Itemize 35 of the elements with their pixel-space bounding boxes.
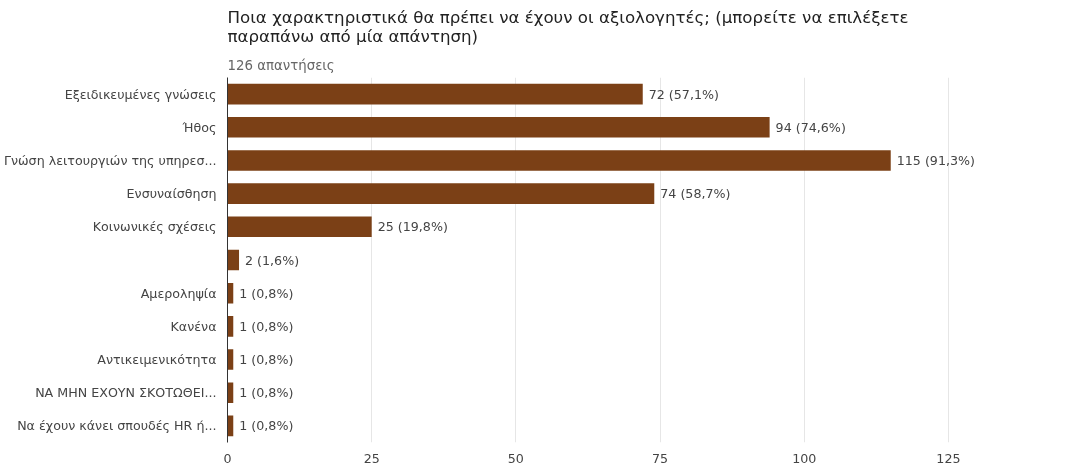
- y-tick-label: Εξειδικευμένες γνώσεις: [64, 86, 217, 102]
- bar: [227, 183, 655, 204]
- y-tick-label: Κοινωνικές σχέσεις: [92, 219, 217, 235]
- x-tick-label: 50: [507, 450, 524, 466]
- data-label: 94 (74,6%): [775, 119, 846, 135]
- bar: [227, 150, 891, 171]
- data-label: 74 (58,7%): [660, 186, 731, 202]
- data-label: 2 (1,6%): [245, 252, 300, 268]
- data-label: 1 (0,8%): [239, 285, 294, 301]
- y-tick-label: ΝΑ ΜΗΝ ΕΧΟΥΝ ΣΚΟΤΩΘΕΙ...: [35, 385, 217, 401]
- bar: [227, 83, 643, 105]
- x-tick-label: 0: [223, 450, 232, 466]
- data-label: 1 (0,8%): [239, 385, 294, 401]
- data-label: 115 (91,3%): [896, 152, 975, 168]
- x-tick-label: 125: [936, 450, 961, 466]
- y-tick-label: Αντικειμενικότητα: [97, 352, 217, 368]
- chart-title: Ποια χαρακτηριστικά θα πρέπει να έχουν οι αξιολογητές; (μπορείτε να επιλέξετε παραπάνω από μία απάντηση): [227, 7, 909, 46]
- x-tick-label: 75: [651, 450, 669, 466]
- y-tick-label: Αμεροληψία: [140, 285, 217, 301]
- bar: [227, 116, 770, 138]
- y-tick-label: Κανένα: [170, 318, 217, 334]
- y-tick-label: Ήθος: [181, 119, 217, 135]
- data-label: 1 (0,8%): [239, 418, 294, 434]
- data-label: 72 (57,1%): [648, 86, 719, 102]
- x-tick-label: 25: [363, 450, 380, 466]
- y-tick-label: Γνώση λειτουργιών της υπηρεσ...: [3, 152, 217, 168]
- data-label: 1 (0,8%): [239, 352, 294, 368]
- x-tick-label: 100: [792, 450, 817, 466]
- chart-subtitle: 126 απαντήσεις: [227, 57, 335, 73]
- data-label: 1 (0,8%): [239, 318, 294, 334]
- bar: [227, 249, 240, 271]
- y-tick-label: Να έχουν κάνει σπουδές HR ή...: [17, 418, 217, 434]
- bar: [227, 216, 372, 238]
- data-label: 25 (19,8%): [377, 219, 448, 235]
- y-tick-label: Ενσυναίσθηση: [126, 186, 217, 202]
